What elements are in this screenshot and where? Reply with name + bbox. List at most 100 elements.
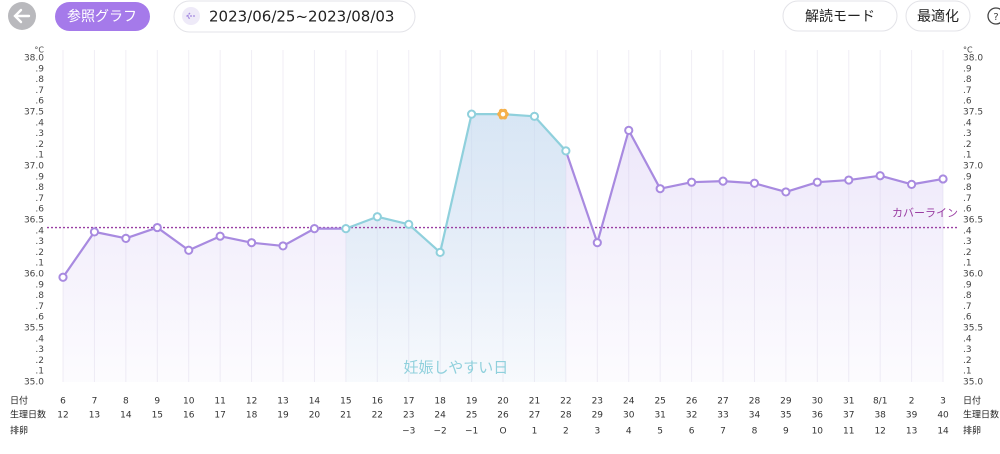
- row-cell: 3: [594, 427, 600, 437]
- date-range: 2023/06/25~2023/08/03: [209, 8, 394, 26]
- y2-tick-label: .2: [963, 140, 972, 150]
- ovulation-center: [500, 111, 506, 117]
- temperature-point: [938, 174, 948, 184]
- x-tick-label: 27: [717, 397, 728, 407]
- y-tick-label: .2: [35, 140, 44, 150]
- temperature-point: [435, 247, 445, 257]
- y2-tick-label: .9: [963, 280, 972, 290]
- row-cell: 27: [529, 411, 540, 421]
- unit-left: °C: [34, 46, 44, 55]
- temperature-line: [753, 182, 787, 194]
- temperature-point: [907, 179, 917, 189]
- cover-line-label: カバーライン: [892, 207, 958, 220]
- x-tick-label: 24: [623, 397, 635, 407]
- ovulation-marker: [497, 108, 509, 120]
- back-button[interactable]: [8, 2, 36, 30]
- temperature-line: [281, 227, 316, 248]
- y-tick-label: .2: [35, 248, 44, 258]
- x-tick-label: 14: [309, 397, 321, 407]
- date-range-picker[interactable]: 2023/06/25~2023/08/03: [173, 0, 416, 33]
- y2-tick-label: .6: [963, 97, 972, 107]
- temperature-point: [655, 184, 665, 194]
- y2-tick-label: .2: [963, 356, 972, 366]
- x-tick-label: 22: [560, 397, 571, 407]
- temperature-point: [592, 238, 602, 248]
- y2-tick-label: .7: [963, 302, 972, 312]
- y-tick-label: .9: [35, 280, 44, 290]
- row-cell: 31: [654, 411, 665, 421]
- x-tick-label: 7: [92, 397, 98, 407]
- x-tick-label: 2: [909, 397, 915, 407]
- fertile-label: 妊娠しやすい日: [403, 359, 508, 377]
- mode-button[interactable]: 解読モード: [782, 0, 898, 32]
- temperature-line: [564, 149, 599, 244]
- y2-tick-label: .8: [963, 183, 972, 193]
- y-tick-label: .1: [35, 367, 44, 377]
- temperature-point: [812, 177, 822, 187]
- row-label-right: 生理日数: [963, 409, 999, 421]
- row-cell: 2: [563, 427, 569, 437]
- temperature-line: [187, 235, 222, 252]
- temperature-point: [687, 177, 697, 187]
- y-tick-label: .3: [35, 345, 44, 355]
- y2-tick-label: .6: [963, 205, 972, 215]
- x-tick-label: 28: [749, 397, 761, 407]
- row-cell: 16: [183, 411, 195, 421]
- y2-tick-label: .9: [963, 172, 972, 182]
- y2-tick-label: .6: [963, 313, 972, 323]
- svg-text:?: ?: [993, 12, 998, 23]
- optimize-button[interactable]: 最適化: [905, 0, 971, 32]
- temperature-line: [344, 215, 379, 230]
- temperature-line: [721, 180, 756, 185]
- row-cell: 13: [906, 427, 917, 437]
- temperature-line: [847, 174, 882, 182]
- temperature-point: [309, 224, 320, 234]
- row-cell: 8: [752, 427, 758, 437]
- y-tick-label: .2: [35, 356, 44, 366]
- row-cell: 7: [720, 427, 726, 437]
- x-tick-label: 30: [812, 397, 824, 407]
- row-cell: 23: [403, 411, 414, 421]
- y-tick-label: .9: [35, 172, 44, 182]
- y-tick-label: .8: [35, 75, 44, 85]
- mode-label: 解読モード: [805, 8, 875, 25]
- temperature-point: [278, 241, 288, 251]
- y2-tick-label: .3: [963, 129, 972, 139]
- y2-tick-label: .3: [963, 237, 972, 247]
- temperature-line: [816, 178, 850, 184]
- x-tick-label: 18: [434, 397, 446, 407]
- row-cell: 34: [749, 411, 761, 421]
- y2-tick-label: .3: [963, 345, 972, 355]
- temperature-point: [781, 187, 791, 197]
- y-tick-label: .9: [35, 64, 44, 74]
- row-cell: 40: [937, 411, 949, 421]
- temperature-line: [627, 129, 662, 190]
- row-cell: 14: [937, 427, 949, 437]
- help-button[interactable]: ?: [987, 7, 1000, 25]
- y2-tick-label: .4: [963, 226, 972, 236]
- reference-label: 参照グラフ: [67, 8, 137, 25]
- row-cell: 6: [689, 427, 695, 437]
- y2-tick-label: .1: [963, 151, 972, 161]
- temperature-point: [875, 171, 885, 181]
- y-tick-label: 38.0: [24, 54, 44, 64]
- y-tick-label: .1: [35, 151, 44, 161]
- temperature-point: [184, 245, 194, 255]
- y-tick-label: 36.0: [24, 270, 44, 280]
- y-tick-label: .1: [35, 259, 44, 269]
- fertile-area: [345, 114, 566, 382]
- temperature-point: [404, 219, 414, 229]
- temperature-line: [124, 226, 159, 240]
- x-tick-label: 23: [592, 397, 603, 407]
- temperature-point: [58, 272, 68, 282]
- row-cell: 37: [843, 411, 854, 421]
- reference-button[interactable]: 参照グラフ: [55, 2, 150, 31]
- temperature-line: [784, 181, 819, 194]
- x-tick-label: 12: [246, 397, 257, 407]
- row-cell: O: [499, 427, 506, 437]
- row-cell: 13: [89, 411, 100, 421]
- temperature-line: [879, 174, 913, 186]
- row-cell: 33: [717, 411, 728, 421]
- x-tick-label: 11: [214, 397, 225, 407]
